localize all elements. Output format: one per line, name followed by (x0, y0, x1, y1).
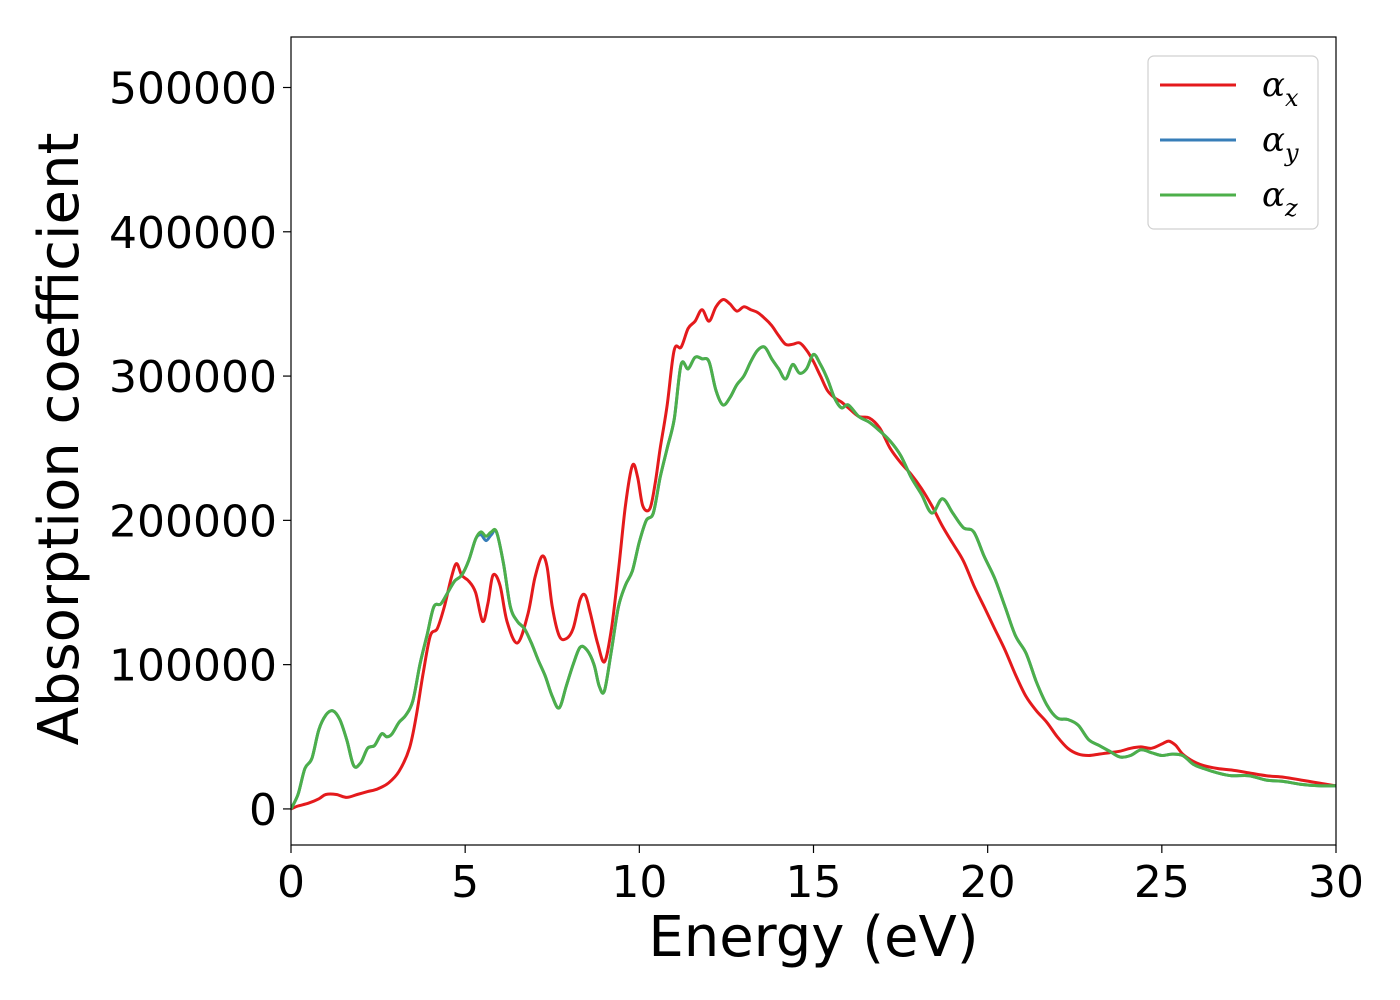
legend-label-y: αy (1262, 120, 1299, 167)
legend: αx αy αz (1147, 55, 1319, 230)
x-tick-label: 5 (451, 857, 479, 908)
legend-label-x: αx (1262, 65, 1299, 112)
series-layer (291, 298, 1336, 811)
x-axis-label: Energy (eV) (648, 905, 978, 970)
y-tick-label: 200000 (109, 496, 277, 547)
x-tick-label: 0 (277, 857, 305, 908)
y-ticks: 0 100000 200000 300000 400000 500000 (109, 64, 291, 836)
y-tick-label: 400000 (109, 208, 277, 259)
y-tick-label: 0 (249, 785, 277, 836)
x-tick-label: 20 (960, 857, 1016, 908)
x-ticks: 0 5 10 15 20 25 30 (277, 845, 1364, 908)
x-tick-label: 10 (611, 857, 667, 908)
legend-box (1147, 55, 1319, 230)
series-line-z (291, 345, 1336, 810)
y-tick-label: 500000 (109, 64, 277, 115)
series-line-y (291, 345, 1336, 810)
x-tick-label: 25 (1134, 857, 1190, 908)
legend-label-z: αz (1262, 175, 1298, 222)
x-tick-label: 15 (786, 857, 842, 908)
y-axis-label: Absorption coefficient (27, 133, 92, 746)
y-tick-label: 300000 (109, 352, 277, 403)
series-line-x (291, 298, 1336, 811)
y-tick-label: 100000 (109, 641, 277, 692)
x-tick-label: 30 (1308, 857, 1364, 908)
